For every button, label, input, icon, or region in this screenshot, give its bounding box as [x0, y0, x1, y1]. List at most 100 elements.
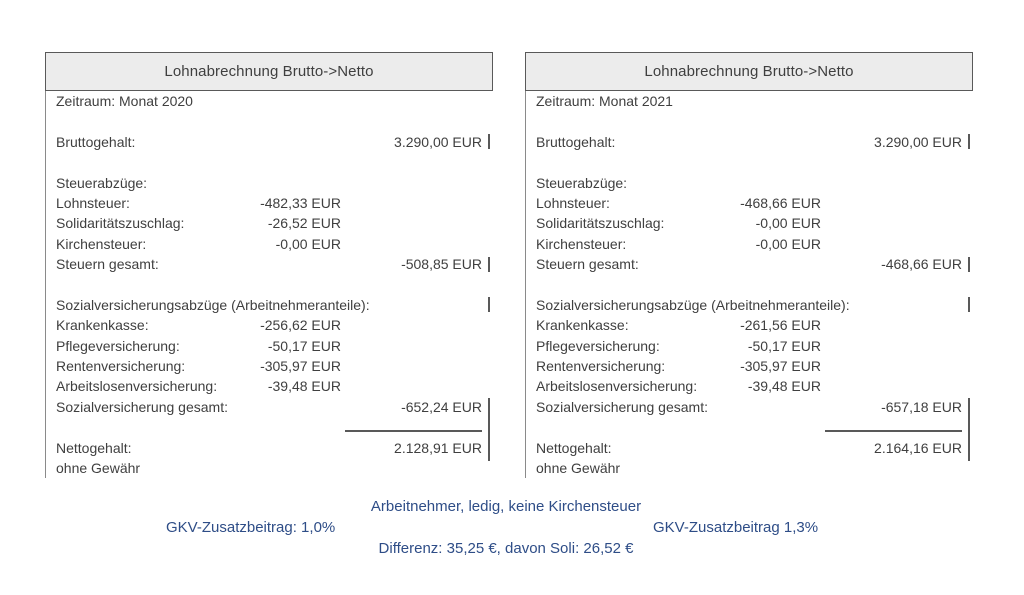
panel-title: Lohnabrechnung Brutto->Netto [525, 52, 973, 91]
table-row [46, 275, 493, 295]
row-label: ohne Gewähr [536, 460, 621, 477]
row-label: Zeitraum: Monat 2021 [536, 93, 673, 109]
cell-border [968, 256, 970, 272]
row-label: Krankenkasse: [56, 317, 149, 334]
table-row: Pflegeversicherung: -50,17 EUR [46, 336, 493, 356]
note-difference: Differenz: 35,25 €, davon Soli: 26,52 € [378, 540, 634, 557]
cell-border [488, 297, 490, 313]
row-total-amount: 2.164,16 EUR [874, 439, 962, 456]
row-label: Sozialversicherungsabzüge (Arbeitnehmera… [56, 296, 370, 313]
table-row: Bruttogehalt: 3.290,00 EUR [46, 132, 493, 152]
row-amount: -482,33 EUR [260, 194, 341, 211]
row-label: Krankenkasse: [536, 317, 629, 334]
table-row: Arbeitslosenversicherung: -39,48 EUR [526, 376, 973, 396]
sum-line [825, 430, 962, 432]
row-amount: -39,48 EUR [747, 378, 821, 395]
row-amount: -305,97 EUR [260, 358, 341, 375]
table-row: Rentenversicherung: -305,97 EUR [46, 356, 493, 376]
table-row: Solidaritätszuschlag: -26,52 EUR [46, 213, 493, 233]
table-row: Lohnsteuer: -482,33 EUR [46, 193, 493, 213]
row-label: Zeitraum: Monat 2020 [56, 93, 193, 109]
cell-border [968, 398, 970, 461]
row-label: Arbeitslosenversicherung: [536, 378, 698, 395]
table-row: Solidaritätszuschlag: -0,00 EUR [526, 213, 973, 233]
table-row: Sozialversicherung gesamt: -652,24 EUR [46, 397, 493, 417]
table-row: Steuerabzüge: [526, 173, 973, 193]
table-row: ohne Gewähr [46, 458, 493, 478]
table-row [526, 152, 973, 172]
row-label: Arbeitslosenversicherung: [56, 378, 218, 395]
panel-title: Lohnabrechnung Brutto->Netto [45, 52, 493, 91]
row-label: Sozialversicherung gesamt: [536, 398, 708, 415]
table-row: Kirchensteuer: -0,00 EUR [46, 234, 493, 254]
table-row: Sozialversicherungsabzüge (Arbeitnehmera… [46, 295, 493, 315]
table-row: ohne Gewähr [526, 458, 973, 478]
table-row: Arbeitslosenversicherung: -39,48 EUR [46, 376, 493, 396]
row-label: Pflegeversicherung: [56, 337, 180, 354]
row-label: Nettogehalt: [56, 439, 132, 456]
table-row: Rentenversicherung: -305,97 EUR [526, 356, 973, 376]
row-label: Steuern gesamt: [56, 256, 159, 273]
table-row: Zeitraum: Monat 2020 [46, 91, 493, 111]
row-label: Pflegeversicherung: [536, 337, 660, 354]
row-amount: -256,62 EUR [260, 317, 341, 334]
table-row: Steuerabzüge: [46, 173, 493, 193]
row-total-amount: 3.290,00 EUR [874, 133, 962, 150]
row-label: Solidaritätszuschlag: [56, 215, 185, 232]
row-amount: -26,52 EUR [267, 215, 341, 232]
cell-border [968, 134, 970, 150]
note-gkv-rate-2021: GKV-Zusatzbeitrag 1,3% [653, 519, 819, 536]
table-row [46, 152, 493, 172]
row-label: Steuern gesamt: [536, 256, 639, 273]
table-row: Sozialversicherung gesamt: -657,18 EUR [526, 397, 973, 417]
row-label: Kirchensteuer: [56, 235, 147, 252]
row-amount: -0,00 EUR [755, 215, 821, 232]
table-row [526, 275, 973, 295]
row-amount: -261,56 EUR [740, 317, 821, 334]
row-label: Bruttogehalt: [536, 133, 616, 150]
row-label: Steuerabzüge: [56, 174, 148, 191]
payroll-panel-2021: Lohnabrechnung Brutto->Netto Zeitraum: M… [525, 52, 973, 479]
table-row: Krankenkasse: -256,62 EUR [46, 315, 493, 335]
row-label: Kirchensteuer: [536, 235, 627, 252]
table-row: Zeitraum: Monat 2021 [526, 91, 973, 111]
table-row: Nettogehalt: 2.164,16 EUR [526, 438, 973, 458]
table-row [526, 111, 973, 131]
row-amount: -0,00 EUR [275, 235, 341, 252]
table-row: Lohnsteuer: -468,66 EUR [526, 193, 973, 213]
table-row [46, 111, 493, 131]
payroll-table-2021: Zeitraum: Monat 2021 Bruttogehalt: 3.290,0… [525, 91, 973, 479]
table-row [46, 417, 493, 437]
table-row: Sozialversicherungsabzüge (Arbeitnehmera… [526, 295, 973, 315]
cell-border [488, 134, 490, 150]
row-amount: -468,66 EUR [740, 194, 821, 211]
row-label: Lohnsteuer: [536, 194, 610, 211]
row-amount: -39,48 EUR [267, 378, 341, 395]
table-row: Steuern gesamt: -508,85 EUR [46, 254, 493, 274]
row-label: Bruttogehalt: [56, 133, 136, 150]
note-employee-status: Arbeitnehmer, ledig, keine Kirchensteuer [370, 498, 642, 515]
note-gkv-rate-2020: GKV-Zusatzbeitrag: 1,0% [166, 519, 336, 536]
row-total-amount: 2.128,91 EUR [394, 439, 482, 456]
row-label: Lohnsteuer: [56, 194, 130, 211]
payroll-table-2020: Zeitraum: Monat 2020 Bruttogehalt: 3.290,0… [45, 91, 493, 479]
row-amount: -0,00 EUR [755, 235, 821, 252]
row-label: Rentenversicherung: [536, 358, 666, 375]
row-total-amount: -652,24 EUR [401, 398, 482, 415]
row-label: Sozialversicherungsabzüge (Arbeitnehmera… [536, 296, 850, 313]
table-row: Kirchensteuer: -0,00 EUR [526, 234, 973, 254]
table-row: Steuern gesamt: -468,66 EUR [526, 254, 973, 274]
cell-border [488, 398, 490, 461]
row-label: Nettogehalt: [536, 439, 612, 456]
cell-border [488, 256, 490, 272]
table-row [526, 417, 973, 437]
table-row: Pflegeversicherung: -50,17 EUR [526, 336, 973, 356]
row-label: ohne Gewähr [56, 460, 141, 477]
sum-line [345, 430, 482, 432]
row-total-amount: 3.290,00 EUR [394, 133, 482, 150]
payroll-panel-2020: Lohnabrechnung Brutto->Netto Zeitraum: M… [45, 52, 493, 479]
row-amount: -50,17 EUR [747, 337, 821, 354]
row-amount: -50,17 EUR [267, 337, 341, 354]
row-label: Steuerabzüge: [536, 174, 628, 191]
